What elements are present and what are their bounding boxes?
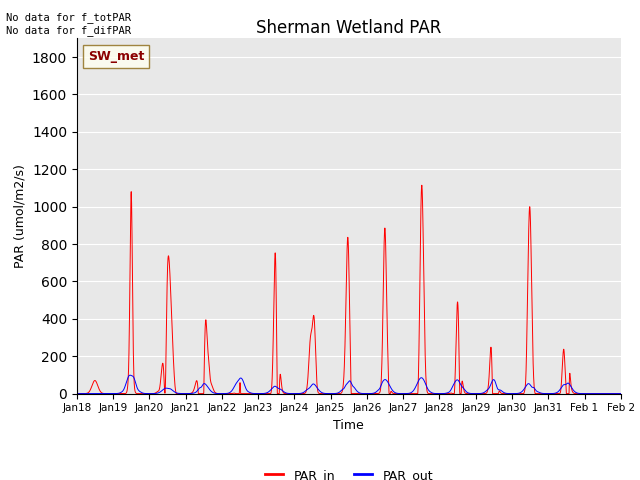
Text: No data for f_difPAR: No data for f_difPAR xyxy=(6,25,131,36)
Y-axis label: PAR (umol/m2/s): PAR (umol/m2/s) xyxy=(13,164,26,268)
Title: Sherman Wetland PAR: Sherman Wetland PAR xyxy=(256,19,442,37)
X-axis label: Time: Time xyxy=(333,419,364,432)
Legend: PAR_in, PAR_out: PAR_in, PAR_out xyxy=(260,464,438,480)
Text: No data for f_totPAR: No data for f_totPAR xyxy=(6,12,131,23)
